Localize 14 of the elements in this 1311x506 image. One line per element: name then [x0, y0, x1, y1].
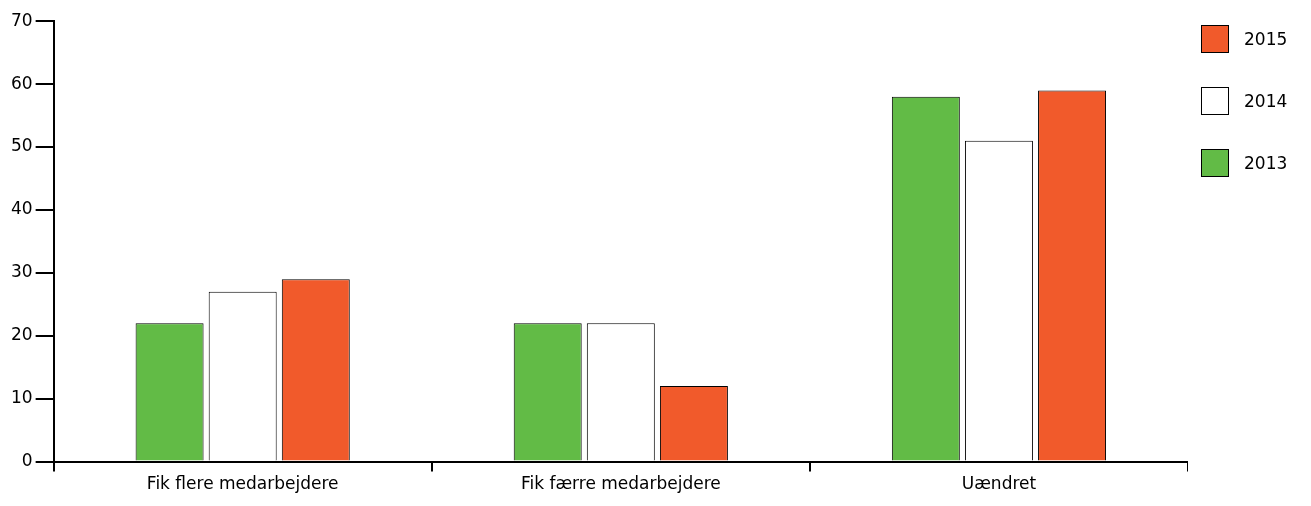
x-tick-label: Fik flere medarbejdere: [146, 473, 339, 494]
y-tick-label: 20: [10, 324, 33, 345]
y-tick-label: 50: [10, 135, 33, 156]
legend-label: 2014: [1244, 91, 1288, 111]
y-tick-label: 60: [10, 72, 33, 93]
y-tick-label: 40: [10, 198, 33, 219]
x-tick-label: Uændret: [961, 473, 1037, 494]
y-tick-label: 10: [10, 387, 33, 408]
x-tick-label: Fik færre medarbejdere: [520, 473, 721, 494]
legend-label: 2015: [1244, 29, 1288, 49]
y-tick-label: 70: [10, 9, 33, 30]
y-tick-label: 0: [21, 450, 33, 471]
legend-label: 2013: [1244, 153, 1288, 173]
y-tick-label: 30: [10, 261, 33, 282]
